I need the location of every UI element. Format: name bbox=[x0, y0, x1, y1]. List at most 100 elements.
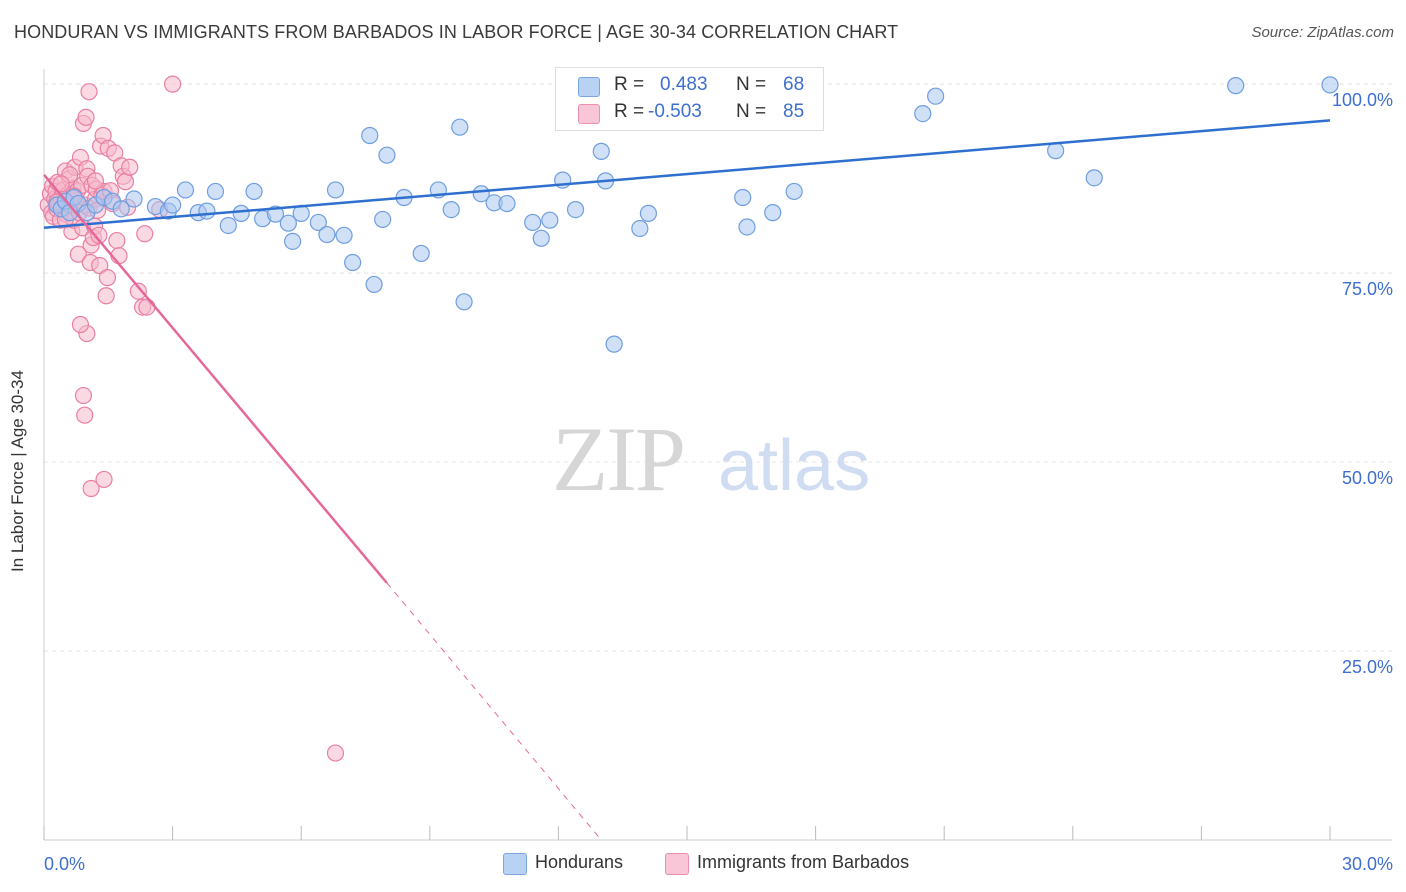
x-tick-label: 30.0% bbox=[1342, 854, 1393, 874]
barbados-point bbox=[164, 75, 182, 93]
barbados-point bbox=[129, 282, 147, 300]
r-value-hondurans: 0.483 bbox=[660, 74, 708, 95]
watermark-zip: ZIP bbox=[552, 408, 684, 510]
honduran-point bbox=[631, 219, 649, 238]
barbados-point bbox=[95, 470, 113, 489]
y-tick-label: 50.0% bbox=[1342, 468, 1393, 488]
honduran-point bbox=[639, 204, 658, 222]
honduran-point bbox=[326, 181, 345, 199]
honduran-point bbox=[112, 200, 130, 218]
honduran-point bbox=[592, 142, 610, 160]
honduran-trend-line bbox=[43, 119, 1331, 229]
honduran-point bbox=[524, 213, 542, 232]
barbados-point bbox=[121, 158, 139, 176]
honduran-point bbox=[374, 210, 392, 229]
barbados-point bbox=[136, 225, 154, 243]
barbados-point bbox=[116, 173, 135, 191]
honduran-point bbox=[198, 202, 216, 220]
barbados-point bbox=[80, 83, 98, 101]
honduran-point bbox=[176, 181, 195, 199]
honduran-point bbox=[1047, 142, 1065, 160]
honduran-point bbox=[164, 196, 182, 214]
trend-lines bbox=[43, 119, 1331, 841]
r-label: R = bbox=[614, 101, 645, 122]
source-label: Source: ZipAtlas.com bbox=[1251, 24, 1394, 41]
honduran-point bbox=[344, 253, 362, 272]
honduran-point bbox=[309, 213, 327, 232]
x-tick-label: 0.0% bbox=[44, 854, 85, 874]
honduran-point bbox=[365, 275, 383, 294]
honduran-point bbox=[734, 188, 752, 207]
barbados-legend-swatch bbox=[665, 853, 689, 875]
honduran-swatch bbox=[578, 77, 600, 97]
honduran-point bbox=[914, 104, 932, 123]
honduran-legend-swatch bbox=[503, 853, 527, 875]
honduran-point bbox=[279, 214, 297, 232]
honduran-point bbox=[1227, 77, 1245, 95]
y-tick-label: 100.0% bbox=[1332, 90, 1393, 110]
barbados-point bbox=[98, 269, 117, 287]
honduran-point bbox=[455, 293, 473, 311]
barbados-point bbox=[69, 245, 87, 263]
barbados-point bbox=[91, 256, 109, 275]
tick-labels: 100.0% 75.0% 50.0% 25.0% 0.0% 30.0% bbox=[44, 90, 1393, 874]
r-label: R = bbox=[614, 74, 645, 95]
barbados-trend-extension bbox=[386, 582, 602, 841]
barbados-point bbox=[326, 744, 345, 762]
barbados-point bbox=[108, 231, 126, 250]
honduran-point bbox=[318, 225, 336, 244]
honduran-point bbox=[219, 216, 237, 235]
barbados-points bbox=[39, 75, 345, 762]
honduran-point bbox=[245, 182, 263, 201]
n-label: N = bbox=[736, 101, 767, 122]
n-label: N = bbox=[736, 74, 767, 95]
honduran-point bbox=[266, 205, 285, 223]
honduran-point bbox=[378, 146, 396, 164]
honduran-point bbox=[1085, 169, 1103, 187]
honduran-point bbox=[206, 182, 225, 201]
honduran-point bbox=[785, 182, 803, 201]
honduran-point bbox=[541, 211, 559, 229]
barbados-point bbox=[71, 315, 90, 334]
honduran-point bbox=[125, 190, 143, 208]
r-value-barbados: -0.503 bbox=[648, 101, 702, 122]
honduran-point bbox=[232, 204, 250, 222]
honduran-point bbox=[361, 126, 379, 145]
n-value-hondurans: 68 bbox=[783, 74, 805, 95]
honduran-point bbox=[451, 118, 469, 136]
y-axis-label: In Labor Force | Age 30-34 bbox=[8, 370, 27, 572]
honduran-point bbox=[335, 226, 353, 244]
honduran-point bbox=[605, 335, 623, 353]
barbados-point bbox=[76, 406, 94, 424]
honduran-point bbox=[738, 218, 756, 236]
grid-lines bbox=[44, 83, 1392, 652]
barbados-point bbox=[138, 298, 156, 316]
barbados-trend-line bbox=[43, 174, 388, 584]
honduran-point bbox=[412, 244, 430, 263]
barbados-swatch bbox=[578, 104, 600, 124]
barbados-point bbox=[86, 172, 105, 190]
honduran-point bbox=[532, 229, 550, 247]
y-tick-label: 25.0% bbox=[1342, 657, 1393, 677]
barbados-point bbox=[90, 226, 108, 244]
honduran-point bbox=[927, 87, 945, 105]
barbados-point bbox=[82, 479, 100, 498]
honduran-point bbox=[1321, 76, 1339, 94]
honduran-point bbox=[764, 204, 782, 222]
honduran-point bbox=[566, 200, 585, 219]
honduran-point bbox=[498, 194, 516, 213]
barbados-point bbox=[77, 108, 95, 126]
legend-label-barbados: Immigrants from Barbados bbox=[697, 852, 910, 872]
honduran-point bbox=[442, 200, 460, 219]
barbados-point bbox=[97, 287, 115, 305]
y-tick-label: 75.0% bbox=[1342, 279, 1393, 299]
honduran-point bbox=[284, 232, 302, 250]
watermark-atlas: atlas bbox=[718, 426, 870, 506]
chart-title: HONDURAN VS IMMIGRANTS FROM BARBADOS IN … bbox=[14, 22, 899, 42]
axes bbox=[43, 69, 1392, 841]
barbados-point bbox=[74, 386, 93, 405]
legend-label-hondurans: Hondurans bbox=[535, 852, 624, 872]
n-value-barbados: 85 bbox=[783, 101, 805, 122]
correlation-legend: R = 0.483 N = 68 R = -0.503 N = 85 bbox=[555, 67, 824, 131]
